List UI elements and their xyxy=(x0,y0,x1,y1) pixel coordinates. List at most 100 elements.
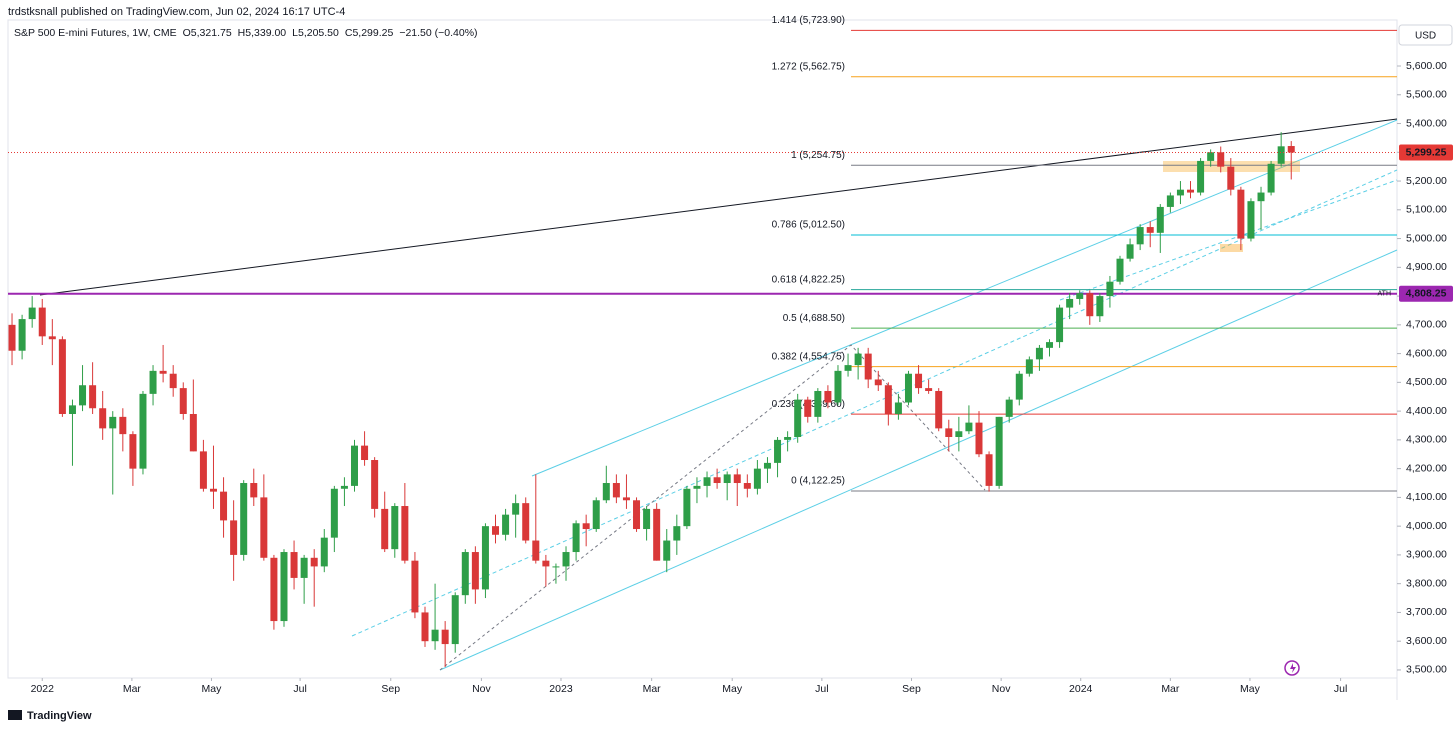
candle-body xyxy=(723,474,731,484)
candle-body xyxy=(592,500,600,530)
y-tick-label: 3,700.00 xyxy=(1406,606,1447,618)
candle-body xyxy=(28,307,36,320)
candle-body xyxy=(189,413,197,452)
y-tick-label: 4,200.00 xyxy=(1406,462,1447,474)
candle-body xyxy=(431,629,439,642)
candle-body xyxy=(421,612,429,642)
candle-body xyxy=(381,508,389,550)
candle-body xyxy=(965,422,973,432)
candle-body xyxy=(38,307,46,337)
candle-body xyxy=(995,416,1003,486)
fib-anchor xyxy=(439,344,986,671)
candle-body xyxy=(582,523,590,530)
candle-body xyxy=(955,431,963,438)
candle-body xyxy=(985,454,993,486)
candle-body xyxy=(1066,298,1074,308)
candle-body xyxy=(441,629,449,645)
brand-logo xyxy=(8,710,22,720)
candle-body xyxy=(834,370,842,403)
candle-body xyxy=(48,336,56,340)
x-tick-label: Mar xyxy=(643,683,662,695)
candle-body xyxy=(784,437,792,440)
candle-body xyxy=(79,385,87,406)
candle-body xyxy=(270,557,278,622)
candle-body xyxy=(915,373,923,389)
y-tick-label: 4,400.00 xyxy=(1406,405,1447,417)
x-tick-label: Sep xyxy=(381,683,400,695)
legend-close: C5,299.25 xyxy=(345,27,394,39)
candle-body xyxy=(562,552,570,567)
fib-label: 0.382 (4,554.75) xyxy=(772,351,845,362)
candle-body xyxy=(159,370,167,374)
candle-body xyxy=(89,385,97,409)
candle-body xyxy=(240,483,248,555)
candle-body xyxy=(330,488,338,538)
candle-body xyxy=(794,399,802,438)
candle-body xyxy=(763,462,771,469)
candle-body xyxy=(894,402,902,414)
candle-body xyxy=(854,353,862,366)
candle-body xyxy=(401,506,409,561)
candle-body xyxy=(975,422,983,455)
x-tick-label: Jul xyxy=(1334,683,1347,695)
candle-body xyxy=(663,540,671,561)
candle-body xyxy=(653,508,661,561)
candle-body xyxy=(552,566,560,568)
candle-body xyxy=(350,445,358,486)
x-tick-label: Jul xyxy=(293,683,306,695)
candle-body xyxy=(169,373,177,389)
candle-body xyxy=(844,365,852,371)
candle-body xyxy=(1217,152,1225,167)
candle-body xyxy=(1166,195,1174,207)
x-tick-label: 2024 xyxy=(1069,683,1093,695)
candle-body xyxy=(673,526,681,541)
y-tick-label: 5,500.00 xyxy=(1406,89,1447,101)
candle-body xyxy=(703,477,711,486)
events-icon[interactable] xyxy=(1284,660,1300,676)
candle-body xyxy=(139,393,147,469)
candle-body xyxy=(179,388,187,414)
candle-body xyxy=(1035,347,1043,360)
y-tick-label: 4,900.00 xyxy=(1406,261,1447,273)
y-tick-label: 4,600.00 xyxy=(1406,347,1447,359)
channel-upper xyxy=(531,119,1398,477)
candle-body xyxy=(1277,146,1285,164)
currency-box[interactable] xyxy=(1398,24,1453,46)
legend-low: L5,205.50 xyxy=(292,27,339,39)
plot-area xyxy=(7,19,1398,679)
candle-body xyxy=(532,540,540,561)
candle-body xyxy=(230,520,238,555)
y-tick-label: 4,100.00 xyxy=(1406,491,1447,503)
candle-body xyxy=(320,537,328,567)
highlight-zone xyxy=(1220,244,1243,252)
candle-body xyxy=(683,488,691,527)
candle-body xyxy=(814,390,822,417)
y-tick-label: 5,600.00 xyxy=(1406,60,1447,72)
brand: TradingView xyxy=(27,710,92,722)
candle-body xyxy=(633,500,641,530)
y-tick-label: 4,500.00 xyxy=(1406,376,1447,388)
y-tick-label: 3,800.00 xyxy=(1406,577,1447,589)
candle-body xyxy=(945,428,953,438)
channel-mid xyxy=(351,169,1398,637)
y-tick-label: 3,500.00 xyxy=(1406,664,1447,676)
candle-body xyxy=(492,526,500,535)
candle-body xyxy=(572,523,580,553)
candle-body xyxy=(340,485,348,489)
candle-body xyxy=(199,451,207,489)
legend-high: H5,339.00 xyxy=(238,27,287,39)
candle-body xyxy=(522,503,530,541)
candle-body xyxy=(804,399,812,417)
x-tick-label: May xyxy=(202,683,223,695)
y-tick-label: 3,600.00 xyxy=(1406,635,1447,647)
candle-body xyxy=(149,370,157,394)
x-tick-label: 2022 xyxy=(31,683,55,695)
candle-body xyxy=(743,483,751,489)
fib-label: 0 (4,122.25) xyxy=(791,476,845,487)
candle-body xyxy=(753,468,761,489)
candle-body xyxy=(733,474,741,484)
candle-body xyxy=(1056,307,1064,343)
x-tick-label: Nov xyxy=(472,683,491,695)
candle-body xyxy=(361,445,369,461)
